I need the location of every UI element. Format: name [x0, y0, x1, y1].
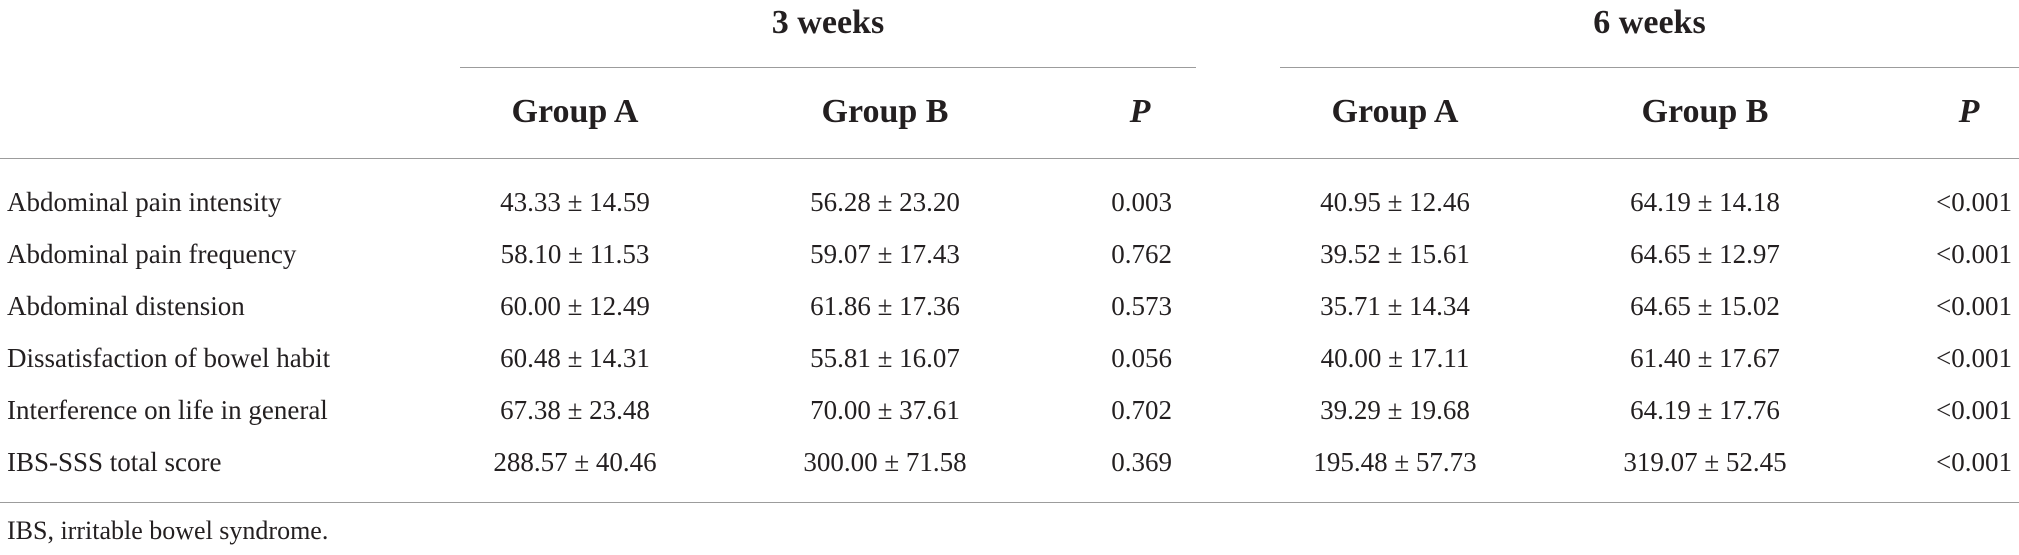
group-header-3-weeks: 3 weeks [771, 4, 885, 41]
cell-6w-group-a: 40.00 ± 17.11 [1320, 343, 1470, 373]
cell-6w-p: <0.001 [1936, 291, 2012, 321]
cell-3w-group-a: 43.33 ± 14.59 [500, 187, 650, 217]
cell-3w-group-b: 56.28 ± 23.20 [810, 187, 960, 217]
group-header-6-weeks: 6 weeks [1593, 4, 1706, 41]
cell-6w-p: <0.001 [1936, 187, 2012, 217]
cell-3w-group-b: 59.07 ± 17.43 [810, 239, 960, 269]
cell-3w-p: 0.056 [1111, 343, 1172, 373]
row-label: Interference on life in general [7, 395, 328, 425]
cell-6w-group-b: 64.19 ± 17.76 [1630, 395, 1780, 425]
col-header-6w-group-a: Group A [1331, 93, 1459, 130]
row-label: Abdominal pain frequency [7, 239, 297, 269]
cell-3w-group-b: 61.86 ± 17.36 [810, 291, 960, 321]
cell-6w-group-a: 39.52 ± 15.61 [1320, 239, 1470, 269]
cell-6w-group-a: 35.71 ± 14.34 [1320, 291, 1470, 321]
cell-6w-group-b: 64.65 ± 12.97 [1630, 239, 1780, 269]
cell-6w-group-a: 39.29 ± 19.68 [1320, 395, 1470, 425]
cell-6w-group-b: 64.19 ± 14.18 [1630, 187, 1780, 217]
cell-3w-group-a: 60.48 ± 14.31 [500, 343, 650, 373]
cell-6w-p: <0.001 [1936, 447, 2012, 477]
cell-6w-group-b: 319.07 ± 52.45 [1623, 447, 1787, 477]
cell-6w-p: <0.001 [1936, 239, 2012, 269]
table-row: Dissatisfaction of bowel habit 60.48 ± 1… [0, 332, 2019, 384]
cell-3w-p: 0.573 [1111, 291, 1172, 321]
table-row: IBS-SSS total score 288.57 ± 40.46 300.0… [0, 436, 2019, 488]
table-row: Abdominal pain intensity 43.33 ± 14.59 5… [0, 176, 2019, 228]
group-underline-3-weeks [460, 67, 1196, 68]
row-label: Dissatisfaction of bowel habit [7, 343, 331, 373]
group-underline-6-weeks [1280, 67, 2019, 68]
cell-3w-group-a: 58.10 ± 11.53 [500, 239, 650, 269]
cell-3w-group-a: 60.00 ± 12.49 [500, 291, 650, 321]
col-header-3w-group-a: Group A [511, 93, 639, 130]
cell-3w-group-b: 55.81 ± 16.07 [810, 343, 960, 373]
col-header-3w-p: P [1129, 93, 1151, 130]
cell-3w-p: 0.702 [1111, 395, 1172, 425]
cell-6w-group-b: 64.65 ± 15.02 [1630, 291, 1780, 321]
cell-6w-group-a: 195.48 ± 57.73 [1313, 447, 1477, 477]
cell-6w-group-b: 61.40 ± 17.67 [1630, 343, 1780, 373]
cell-3w-p: 0.762 [1111, 239, 1172, 269]
table-row: Interference on life in general 67.38 ± … [0, 384, 2019, 436]
row-label: IBS-SSS total score [7, 447, 222, 477]
cell-6w-group-a: 40.95 ± 12.46 [1320, 187, 1470, 217]
table-row: Abdominal distension 60.00 ± 12.49 61.86… [0, 280, 2019, 332]
row-label: Abdominal distension [7, 291, 245, 321]
table-bottom-rule [0, 502, 2019, 503]
col-header-6w-p: P [1958, 93, 1980, 130]
col-header-3w-group-b: Group B [821, 93, 949, 130]
header-bottom-rule [0, 158, 2019, 159]
cell-3w-group-a: 67.38 ± 23.48 [500, 395, 650, 425]
table-row: Abdominal pain frequency 58.10 ± 11.53 5… [0, 228, 2019, 280]
cell-3w-group-b: 70.00 ± 37.61 [810, 395, 960, 425]
cell-3w-group-b: 300.00 ± 71.58 [803, 447, 967, 477]
cell-6w-p: <0.001 [1936, 343, 2012, 373]
cell-6w-p: <0.001 [1936, 395, 2012, 425]
table-footnote: IBS, irritable bowel syndrome. [7, 516, 329, 545]
col-header-6w-group-b: Group B [1641, 93, 1769, 130]
cell-3w-p: 0.003 [1111, 187, 1172, 217]
cell-3w-p: 0.369 [1111, 447, 1172, 477]
cell-3w-group-a: 288.57 ± 40.46 [493, 447, 657, 477]
row-label: Abdominal pain intensity [7, 187, 282, 217]
